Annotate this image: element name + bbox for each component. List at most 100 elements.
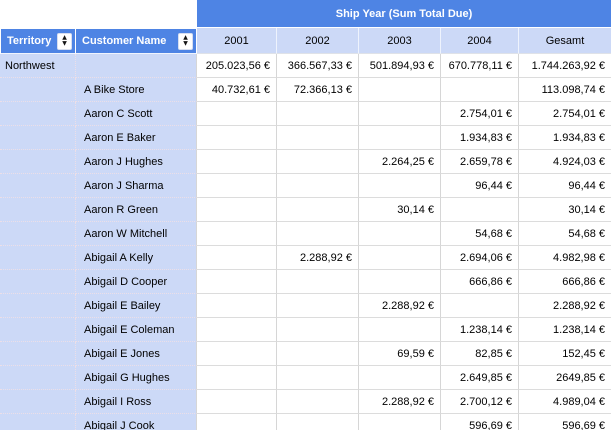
table-row[interactable]: A Bike Store 40.732,61 € 72.366,13 € 113… (0, 78, 611, 102)
customer-name-cell: Abigail I Ross (76, 390, 197, 414)
territory-column-header[interactable]: Territory ▲ ▼ (0, 28, 76, 54)
column-header-2003: 2003 (359, 28, 441, 54)
value-cell-gesamt: 4.989,04 € (519, 390, 611, 414)
territory-cell (0, 174, 76, 198)
value-cell-2002 (277, 222, 359, 246)
table-row[interactable]: Northwest 205.023,56 € 366.567,33 € 501.… (0, 54, 611, 78)
value-cell-2004: 82,85 € (441, 342, 519, 366)
corner-spacer (0, 0, 197, 28)
territory-cell (0, 270, 76, 294)
territory-header-label: Territory (7, 35, 52, 47)
value-cell-2001 (197, 342, 277, 366)
value-cell-2001 (197, 150, 277, 174)
table-row[interactable]: Aaron C Scott 2.754,01 € 2.754,01 € (0, 102, 611, 126)
value-cell-2004 (441, 78, 519, 102)
table-row[interactable]: Abigail E Bailey 2.288,92 € 2.288,92 € (0, 294, 611, 318)
ship-year-group-header: Ship Year (Sum Total Due) (197, 0, 611, 28)
customer-name-header-label: Customer Name (82, 35, 167, 47)
value-cell-2001 (197, 102, 277, 126)
value-cell-2003 (359, 78, 441, 102)
table-row[interactable]: Aaron E Baker 1.934,83 € 1.934,83 € (0, 126, 611, 150)
table-row[interactable]: Abigail D Cooper 666,86 € 666,86 € (0, 270, 611, 294)
territory-sort-icon[interactable]: ▲ ▼ (57, 32, 72, 50)
table-row[interactable]: Abigail I Ross 2.288,92 € 2.700,12 € 4.9… (0, 390, 611, 414)
value-cell-2002 (277, 294, 359, 318)
territory-cell (0, 198, 76, 222)
column-header-2001: 2001 (197, 28, 277, 54)
customer-name-cell: Abigail J Cook (76, 414, 197, 430)
value-cell-2002: 72.366,13 € (277, 78, 359, 102)
customer-name-cell: Aaron R Green (76, 198, 197, 222)
value-cell-2003 (359, 414, 441, 430)
value-cell-2001 (197, 126, 277, 150)
value-cell-2002 (277, 318, 359, 342)
table-row[interactable]: Abigail J Cook 596,69 € 596,69 € (0, 414, 611, 430)
value-cell-2002 (277, 366, 359, 390)
table-row[interactable]: Abigail A Kelly 2.288,92 € 2.694,06 € 4.… (0, 246, 611, 270)
territory-cell (0, 414, 76, 430)
table-row[interactable]: Aaron J Sharma 96,44 € 96,44 € (0, 174, 611, 198)
value-cell-2004: 1.238,14 € (441, 318, 519, 342)
value-cell-gesamt: 1.934,83 € (519, 126, 611, 150)
value-cell-2002 (277, 342, 359, 366)
customer-name-column-header[interactable]: Customer Name ▲ ▼ (76, 28, 197, 54)
value-cell-2003 (359, 174, 441, 198)
territory-cell (0, 294, 76, 318)
value-cell-2004: 54,68 € (441, 222, 519, 246)
value-cell-2002 (277, 390, 359, 414)
value-cell-2004: 596,69 € (441, 414, 519, 430)
value-cell-2004: 2.659,78 € (441, 150, 519, 174)
value-cell-gesamt: 54,68 € (519, 222, 611, 246)
value-cell-2003 (359, 318, 441, 342)
territory-cell: Northwest (0, 54, 76, 78)
value-cell-2004 (441, 198, 519, 222)
value-cell-2001 (197, 174, 277, 198)
value-cell-gesamt: 2.754,01 € (519, 102, 611, 126)
table-row[interactable]: Abigail G Hughes 2.649,85 € 2649,85 € (0, 366, 611, 390)
customer-name-cell: Aaron E Baker (76, 126, 197, 150)
customer-name-cell: Aaron J Sharma (76, 174, 197, 198)
value-cell-2003 (359, 102, 441, 126)
sort-up-icon: ▲ (183, 34, 188, 41)
table-row[interactable]: Aaron W Mitchell 54,68 € 54,68 € (0, 222, 611, 246)
value-cell-2002 (277, 414, 359, 430)
customer-name-cell: Abigail D Cooper (76, 270, 197, 294)
table-row[interactable]: Abigail E Jones 69,59 € 82,85 € 152,45 € (0, 342, 611, 366)
table-row[interactable]: Aaron J Hughes 2.264,25 € 2.659,78 € 4.9… (0, 150, 611, 174)
value-cell-2004 (441, 294, 519, 318)
value-cell-2001 (197, 222, 277, 246)
value-cell-gesamt: 96,44 € (519, 174, 611, 198)
territory-cell (0, 102, 76, 126)
value-cell-2003 (359, 366, 441, 390)
value-cell-2003 (359, 222, 441, 246)
value-cell-2003 (359, 246, 441, 270)
value-cell-2001 (197, 366, 277, 390)
customer-name-cell: Aaron C Scott (76, 102, 197, 126)
territory-cell (0, 126, 76, 150)
value-cell-2001 (197, 318, 277, 342)
value-cell-2002: 366.567,33 € (277, 54, 359, 78)
value-cell-2004: 1.934,83 € (441, 126, 519, 150)
value-cell-2002 (277, 150, 359, 174)
value-cell-gesamt: 1.238,14 € (519, 318, 611, 342)
value-cell-2002 (277, 126, 359, 150)
column-header-2004: 2004 (441, 28, 519, 54)
customer-name-cell (76, 54, 197, 78)
value-cell-2001: 40.732,61 € (197, 78, 277, 102)
territory-cell (0, 150, 76, 174)
table-row[interactable]: Abigail E Coleman 1.238,14 € 1.238,14 € (0, 318, 611, 342)
value-cell-2002 (277, 102, 359, 126)
value-cell-2001 (197, 246, 277, 270)
value-cell-2001: 205.023,56 € (197, 54, 277, 78)
table-row[interactable]: Aaron R Green 30,14 € 30,14 € (0, 198, 611, 222)
value-cell-gesamt: 4.982,98 € (519, 246, 611, 270)
value-cell-2004: 2.694,06 € (441, 246, 519, 270)
value-cell-gesamt: 113.098,74 € (519, 78, 611, 102)
sort-down-icon: ▼ (183, 40, 188, 47)
sort-up-icon: ▲ (62, 34, 67, 41)
customer-name-cell: Abigail E Coleman (76, 318, 197, 342)
territory-cell (0, 78, 76, 102)
customer-name-sort-icon[interactable]: ▲ ▼ (178, 32, 193, 50)
